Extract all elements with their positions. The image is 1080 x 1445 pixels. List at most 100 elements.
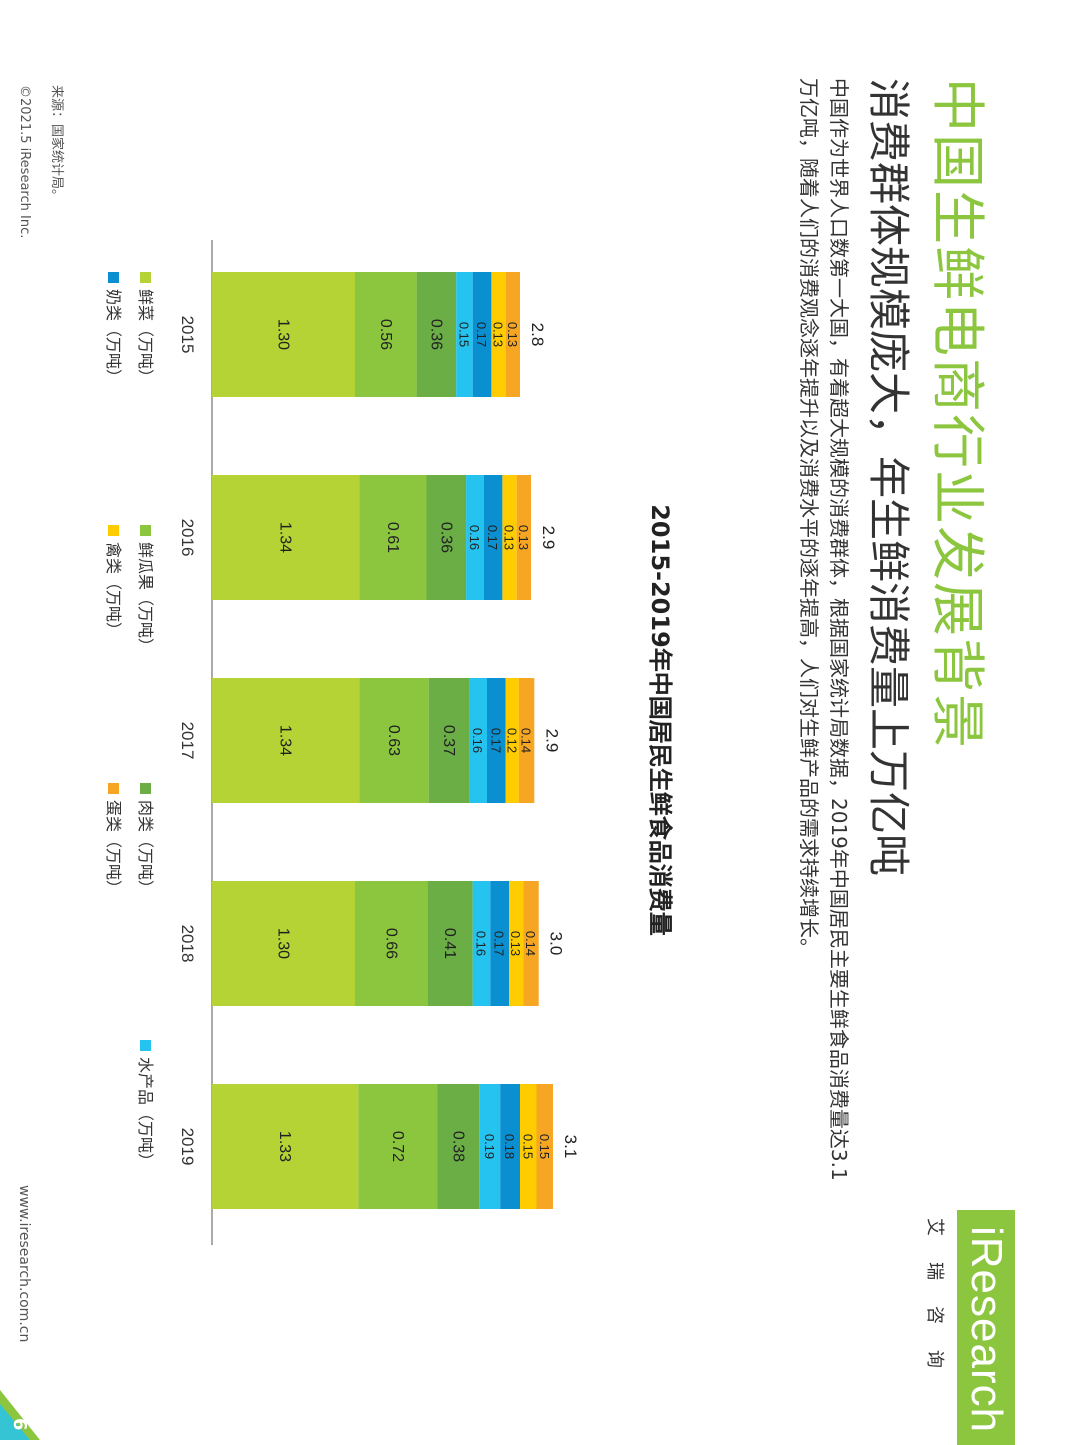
data-label: 0.13 <box>508 931 523 956</box>
bar-segment <box>502 475 517 600</box>
data-label: 0.17 <box>474 322 489 347</box>
data-label: 0.38 <box>449 1131 466 1162</box>
data-label: 1.34 <box>277 725 294 756</box>
data-label: 0.36 <box>427 319 444 350</box>
data-label: 0.15 <box>537 1134 552 1159</box>
legend-swatch <box>140 272 151 283</box>
data-label: 0.13 <box>491 322 506 347</box>
copyright-text: ©2021.5 iResearch Inc. <box>17 85 32 239</box>
x-tick-label: 2019 <box>178 1128 197 1166</box>
legend-label: 蛋类（万吨） <box>104 800 123 896</box>
bar-segment <box>479 1084 501 1209</box>
bar-segment <box>358 1084 438 1209</box>
data-label: 0.37 <box>440 725 457 756</box>
data-label: 1.30 <box>275 928 292 959</box>
bar-segment <box>354 272 417 397</box>
total-label: 3.1 <box>561 1135 580 1159</box>
data-label: 0.12 <box>504 728 519 753</box>
x-tick-label: 2018 <box>178 925 197 963</box>
total-label: 2.8 <box>528 323 547 347</box>
legend-swatch <box>140 783 151 794</box>
bar-segment <box>472 881 491 1006</box>
data-label: 0.14 <box>523 931 538 956</box>
data-label: 0.36 <box>437 522 454 553</box>
legend-swatch <box>108 272 119 283</box>
bar-segment <box>354 881 428 1006</box>
total-label: 3.0 <box>547 932 566 956</box>
bar-segment <box>359 475 427 600</box>
bar-segment <box>472 272 492 397</box>
data-label: 0.13 <box>505 322 520 347</box>
data-label: 0.16 <box>470 728 485 753</box>
source-note: 来源：国家统计局。 <box>49 85 64 203</box>
bar-segment <box>212 475 360 600</box>
legend-label: 奶类（万吨） <box>104 289 123 385</box>
data-label: 0.18 <box>502 1134 517 1159</box>
bar-segment <box>466 475 484 600</box>
legend-swatch <box>108 783 119 794</box>
bar-segment <box>212 272 355 397</box>
bar-segment <box>505 272 520 397</box>
legend-label: 鲜菜（万吨） <box>136 289 155 385</box>
bar-segment <box>427 881 473 1006</box>
x-tick-label: 2015 <box>178 316 197 354</box>
bar-segment <box>428 678 470 803</box>
data-label: 1.34 <box>277 522 294 553</box>
bar-segment <box>483 475 503 600</box>
legend-swatch <box>140 1040 151 1051</box>
data-label: 0.15 <box>456 322 471 347</box>
data-label: 0.16 <box>474 931 489 956</box>
bar-segment <box>536 1084 553 1209</box>
data-label: 0.13 <box>502 525 517 550</box>
bar-segment <box>212 678 360 803</box>
bar-segment <box>516 475 531 600</box>
x-tick-label: 2016 <box>178 519 197 557</box>
bar-segment <box>359 678 429 803</box>
total-label: 2.9 <box>539 526 558 550</box>
data-label: 0.13 <box>516 525 531 550</box>
data-label: 0.63 <box>385 725 402 756</box>
bar-segment <box>491 272 506 397</box>
bar-segment <box>456 272 473 397</box>
bar-segment <box>518 678 535 803</box>
data-label: 0.14 <box>519 728 534 753</box>
total-label: 2.9 <box>542 729 561 753</box>
bar-segment <box>508 881 524 1006</box>
data-label: 0.19 <box>482 1134 497 1159</box>
bar-segment <box>469 678 487 803</box>
data-label: 0.66 <box>382 928 399 959</box>
bar-segment <box>416 272 457 397</box>
bar-segment <box>437 1084 480 1209</box>
data-label: 0.17 <box>488 728 503 753</box>
legend-swatch <box>140 525 151 536</box>
data-label: 0.17 <box>485 525 500 550</box>
bar-segment <box>211 1084 359 1209</box>
data-label: 0.17 <box>492 931 507 956</box>
bar-segment <box>505 678 519 803</box>
data-label: 0.72 <box>389 1131 406 1162</box>
legend-label: 鲜瓜果（万吨） <box>136 542 155 654</box>
bar-segment <box>426 475 467 600</box>
bar-segment <box>523 881 539 1006</box>
legend-swatch <box>108 525 119 536</box>
legend-label: 水产品（万吨） <box>136 1057 155 1169</box>
bar-segment <box>520 1084 537 1209</box>
legend-label: 肉类（万吨） <box>136 800 155 896</box>
data-label: 0.41 <box>441 928 458 959</box>
bar-segment <box>500 1084 520 1209</box>
bar-segment <box>490 881 509 1006</box>
data-label: 0.16 <box>467 525 482 550</box>
page-corner-decoration <box>0 1390 40 1440</box>
website-text: www.iresearch.com.cn <box>16 1185 32 1343</box>
data-label: 0.56 <box>377 319 394 350</box>
bar-segment <box>212 881 355 1006</box>
x-tick-label: 2017 <box>178 722 197 760</box>
page-number: 6 <box>9 1418 30 1431</box>
data-label: 1.33 <box>276 1131 293 1162</box>
data-label: 1.30 <box>275 319 292 350</box>
data-label: 0.61 <box>384 522 401 553</box>
bar-segment <box>487 678 506 803</box>
legend-label: 禽类（万吨） <box>104 542 123 638</box>
